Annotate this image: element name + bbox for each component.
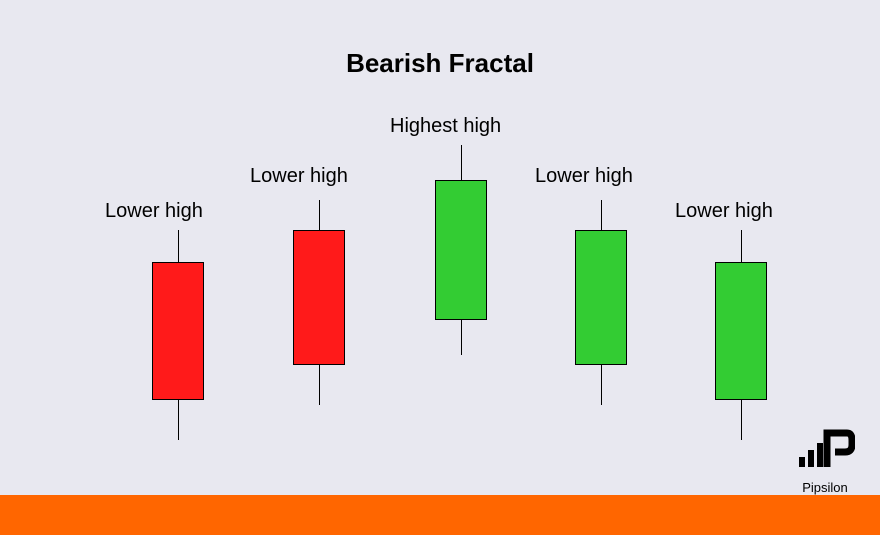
candle-label: Lower high (105, 200, 203, 223)
candle-label: Lower high (675, 200, 773, 223)
candle-wick-lower (601, 365, 602, 405)
candle-wick-lower (461, 320, 462, 355)
footer-bar (0, 495, 880, 535)
candle-wick-upper (178, 230, 179, 262)
candle-wick-lower (741, 400, 742, 440)
candle-label: Lower high (250, 165, 348, 188)
candle-wick-upper (601, 200, 602, 230)
candle-body (715, 262, 767, 400)
candle-label: Lower high (535, 165, 633, 188)
candle-label: Highest high (390, 115, 501, 138)
candle-wick-lower (178, 400, 179, 440)
candle-body (293, 230, 345, 365)
chart-title: Bearish Fractal (0, 48, 880, 79)
logo-text: Pipsilon (795, 480, 855, 495)
candle-wick-upper (461, 145, 462, 180)
candle-body (435, 180, 487, 320)
candle-wick-upper (319, 200, 320, 230)
candle-body (575, 230, 627, 365)
candle-wick-lower (319, 365, 320, 405)
logo-icon (795, 425, 855, 473)
candle-body (152, 262, 204, 400)
logo: Pipsilon (795, 425, 855, 495)
candle-wick-upper (741, 230, 742, 262)
